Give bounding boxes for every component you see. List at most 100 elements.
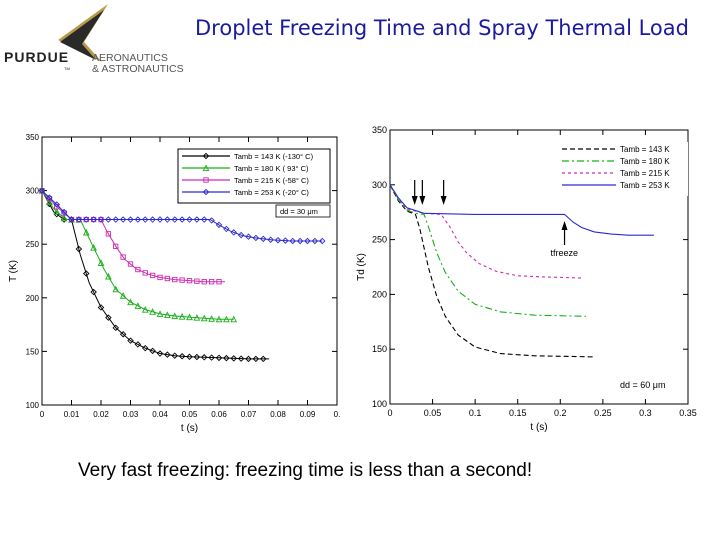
data-point xyxy=(112,216,119,223)
data-point xyxy=(304,237,311,245)
data-point xyxy=(193,216,201,223)
y-tick-label: 350 xyxy=(372,125,387,135)
y-tick-label: 300 xyxy=(372,180,387,190)
x-tick-label: 0 xyxy=(40,410,45,419)
logo-brand-text: PURDUE xyxy=(4,49,69,65)
data-point xyxy=(68,216,75,223)
data-point xyxy=(260,355,267,363)
data-point xyxy=(201,216,208,223)
data-point xyxy=(201,279,207,285)
series-line-3 xyxy=(389,184,582,279)
legend-label-1: Tamb = 143 K (-130° C) xyxy=(234,152,314,161)
data-point xyxy=(142,270,148,276)
data-point xyxy=(230,229,237,236)
data-point xyxy=(178,352,186,360)
data-point xyxy=(260,235,267,243)
data-point xyxy=(186,216,193,223)
freeze-arrowhead-2 xyxy=(419,196,426,205)
data-point xyxy=(186,313,193,321)
legend-box xyxy=(558,142,688,196)
data-point xyxy=(252,234,260,242)
data-point xyxy=(179,277,185,283)
data-point xyxy=(97,216,105,223)
data-point xyxy=(230,355,237,362)
data-point xyxy=(237,231,245,239)
chart-right-droplet-60um: 0 0.05 0.1 0.15 0.2 0.25 0.3 0.35 100 150 200 250 30… xyxy=(356,125,697,433)
data-point xyxy=(75,245,83,253)
data-point xyxy=(119,216,127,223)
y-tick-label: 250 xyxy=(26,240,40,249)
data-point xyxy=(120,254,126,260)
data-point xyxy=(46,194,53,201)
data-point xyxy=(215,315,223,323)
chart-left-droplet-30um: 0 0.01 0.02 0.03 0.04 0.05 0.06 0.07 0.08 0.09 0. 1… xyxy=(8,133,341,434)
data-point xyxy=(83,270,90,277)
x-axis-label: t (s) xyxy=(530,422,547,433)
series-line-4 xyxy=(389,184,654,236)
legend-label-2: Tamb = 180 K ( 93° C) xyxy=(234,164,309,173)
legend-label-3: Tamb = 215 K xyxy=(620,169,670,178)
data-point xyxy=(46,198,53,206)
data-point xyxy=(274,236,282,244)
data-point xyxy=(149,216,156,223)
x-tick-label: 0.08 xyxy=(270,410,286,419)
data-point xyxy=(105,216,112,223)
data-point xyxy=(178,216,186,223)
data-point xyxy=(119,331,127,338)
data-point xyxy=(289,237,296,245)
data-point xyxy=(201,354,208,361)
data-point xyxy=(200,314,208,322)
data-point xyxy=(208,217,215,224)
data-point xyxy=(245,355,252,363)
data-point xyxy=(156,310,164,317)
logo-tm-text: TM xyxy=(64,66,70,71)
data-point xyxy=(237,355,245,362)
data-point xyxy=(216,279,222,285)
data-point xyxy=(171,312,179,320)
data-point xyxy=(60,208,68,216)
purdue-logo: PURDUE TM AERONAUTICS & ASTRONAUTICS xyxy=(4,4,184,75)
y-tick-label: 100 xyxy=(26,401,40,410)
data-point xyxy=(156,216,164,223)
data-point xyxy=(112,324,119,332)
freeze-arrowhead-1 xyxy=(411,196,418,205)
y-tick-label: 350 xyxy=(26,133,40,142)
data-point xyxy=(83,216,90,223)
data-point xyxy=(311,237,319,245)
data-point xyxy=(53,207,61,215)
data-point xyxy=(172,276,178,283)
data-point xyxy=(105,231,112,237)
x-axis-label: t (s) xyxy=(181,423,198,434)
data-point xyxy=(127,337,134,344)
x-tick-label: 0 xyxy=(387,408,392,418)
data-point xyxy=(215,221,223,229)
legend-box xyxy=(177,148,331,204)
data-point xyxy=(135,266,141,273)
x-tick-label: 0. xyxy=(334,410,341,419)
data-point xyxy=(178,312,186,320)
data-point xyxy=(164,275,171,282)
legend-label-4: Tamb = 253 K (-20° C) xyxy=(234,188,309,197)
data-point xyxy=(149,347,156,355)
data-point xyxy=(53,201,60,208)
annotation-box xyxy=(275,204,331,218)
data-point xyxy=(282,237,289,244)
y-tick-label: 250 xyxy=(372,235,387,245)
x-tick-label: 0.04 xyxy=(152,410,168,419)
data-point xyxy=(186,353,193,360)
data-point xyxy=(164,351,171,358)
data-point xyxy=(157,274,163,281)
y-axis-label: Td (K) xyxy=(356,253,367,281)
data-point xyxy=(142,344,149,352)
series-line-1 xyxy=(389,184,595,358)
legend-marker-3 xyxy=(203,177,209,183)
data-point xyxy=(208,354,215,361)
data-point xyxy=(112,285,120,293)
x-tick-label: 0.05 xyxy=(424,408,442,418)
y-tick-label: 150 xyxy=(26,347,40,356)
data-point xyxy=(127,261,134,267)
freeze-time-label: tfreeze xyxy=(551,248,579,258)
data-point xyxy=(38,187,46,194)
series-markers-2 xyxy=(38,186,238,323)
series-line-2 xyxy=(389,184,586,317)
